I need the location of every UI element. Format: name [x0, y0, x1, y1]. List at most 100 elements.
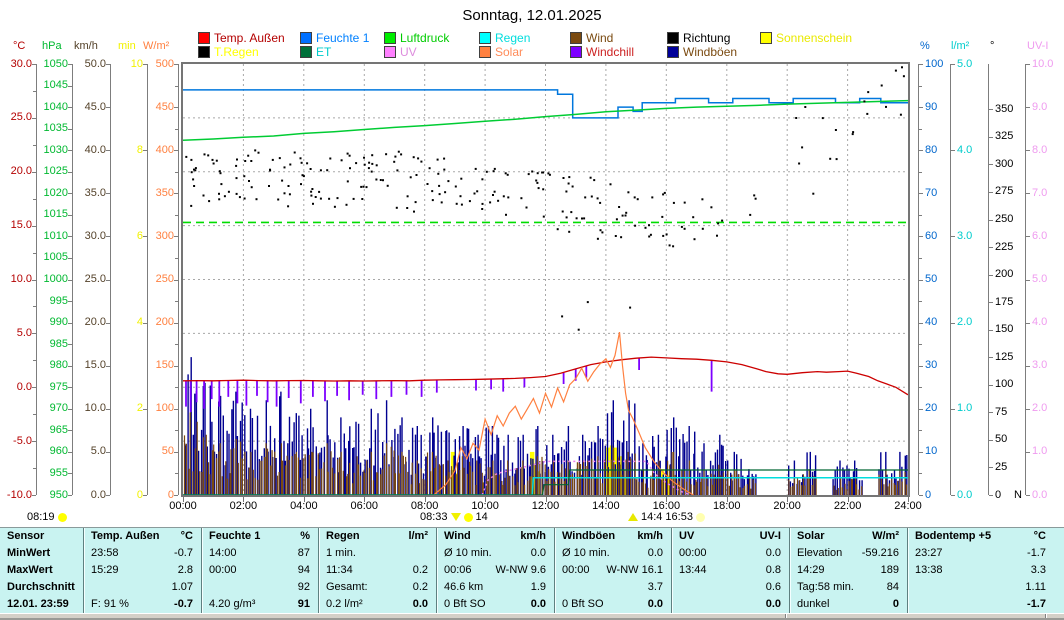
table-cell-value: W-NW 16.1: [606, 564, 663, 576]
legend-label: Feuchte 1: [316, 31, 370, 45]
table-row-label: 12.01. 23:59: [0, 596, 83, 613]
axis-tick: [32, 495, 36, 496]
table-cell-label: dunkel: [797, 598, 830, 610]
axis-line: [1025, 64, 1026, 495]
axis-tick: [1026, 495, 1030, 496]
legend-color-box: [479, 46, 491, 58]
axis-tick-label: 250: [155, 273, 174, 285]
table-cell-value: 92: [297, 581, 310, 593]
table-column-unit: l/m²: [408, 530, 428, 542]
table-row: 3.7: [555, 579, 671, 596]
chart-plot-area[interactable]: [183, 64, 908, 495]
table-cell-label: 00:00: [209, 564, 237, 576]
table-header-row: Bodentemp +5 °C: [908, 528, 1054, 545]
axis-tick-label: 1.0: [957, 402, 973, 415]
axis-north-label: N: [1014, 488, 1022, 501]
axis-tick: [68, 365, 72, 367]
x-axis-tick: [726, 497, 728, 502]
table-cell-value: [356, 545, 436, 562]
axis-tick-label: 1025: [43, 165, 68, 178]
table-cell-value: 91: [297, 598, 310, 610]
table-column-unit: km/h: [520, 530, 546, 542]
table-cell-label: [908, 579, 915, 596]
axis-tick: [68, 301, 72, 303]
table-row: Elevation -59.216: [790, 545, 907, 562]
status-bar-separator: [1045, 614, 1047, 620]
axis-tick-label: 1010: [43, 229, 68, 242]
axis-tick: [68, 236, 72, 238]
axis-tick-label: 100: [925, 57, 944, 70]
axis-tick-label: 15.0: [84, 359, 106, 372]
axis-tick-label: 25: [995, 460, 1008, 473]
table-row: dunkel 0: [790, 596, 907, 613]
axis-tick: [919, 64, 923, 65]
table-row: 00:00 94: [202, 562, 318, 579]
legend-color-box: [479, 32, 491, 44]
axis-tick: [989, 274, 993, 276]
axis-line: [36, 64, 37, 495]
table-cell-value: 1.9: [530, 581, 546, 593]
axis-tick: [68, 495, 72, 496]
x-axis-label: 08:00: [410, 500, 439, 512]
mid-extra: 14: [475, 511, 488, 523]
axis-tick-label: 5.0: [957, 57, 973, 70]
axis-tick: [32, 387, 36, 389]
axis-tick: [951, 322, 955, 324]
axis-tick-label: 8: [136, 143, 143, 156]
table-column-unit: km/h: [637, 530, 663, 542]
axis-tick: [919, 408, 923, 410]
axis-tick: [32, 171, 36, 173]
legend-item-richtung: Richtung: [667, 31, 730, 45]
axis-tick: [68, 128, 72, 130]
table-cell-value: 94: [297, 564, 310, 576]
status-bar-separator: [785, 614, 787, 620]
axis-tick: [919, 322, 923, 324]
axis-tick: [143, 150, 147, 152]
sun-icon: [463, 512, 473, 522]
table-cell-label: 0.2 l/m²: [326, 598, 363, 610]
table-column-temp-au-en: Temp. Außen °C 23:58 -0.7 15:29 2.8 1.07 F: …: [84, 528, 202, 613]
axis-tick-label: 45.0: [84, 100, 106, 113]
table-row: 15:29 2.8: [84, 562, 201, 579]
sunset-annotation: 14:4 16:53: [628, 511, 705, 523]
x-axis-label: 22:00: [833, 500, 862, 512]
table-header-row: Wind km/h: [437, 528, 554, 545]
table-cell-label: 13:38: [915, 564, 943, 576]
sun-pale-icon: [695, 512, 705, 522]
table-cell-value: -0.7: [174, 598, 193, 610]
axis-tick: [989, 439, 993, 441]
axis-tick: [174, 365, 178, 367]
axis-tick: [951, 150, 955, 152]
table-column-windb-en: Windböen km/h Ø 10 min. 0.0 00:00 W-NW 16.1…: [555, 528, 672, 613]
table-column-name: UV: [679, 530, 695, 542]
table-row-label: Sensor: [0, 528, 83, 545]
axis-tick: [919, 495, 923, 496]
axis-tick: [989, 357, 993, 359]
table-cell-label: [202, 579, 209, 596]
axis-minor-tick: [919, 171, 922, 173]
axis-tick-label: 0.0: [16, 380, 32, 393]
axis-tick-label: 985: [49, 337, 68, 350]
table-cell-value: -0.7: [174, 547, 193, 559]
x-axis-tick: [364, 497, 366, 502]
axis-tick-label: 6: [136, 229, 143, 242]
table-row: 4.20 g/m³ 91: [202, 596, 318, 613]
moon-time: 14:4: [641, 511, 663, 523]
legend-color-box: [300, 46, 312, 58]
arrow-down-icon: [450, 513, 461, 521]
axis-tick-label: 50.0: [84, 57, 106, 70]
axis-tick: [1026, 107, 1030, 109]
axis-tick: [68, 387, 72, 389]
table-cell-value: 1.11: [1025, 581, 1046, 593]
axis-tick: [951, 495, 955, 496]
axis-tick: [68, 214, 72, 216]
table-row: 14:29 189: [790, 562, 907, 579]
axis-tick: [919, 236, 923, 238]
table-column-name: Windböen: [562, 530, 616, 542]
axis-tick: [143, 64, 147, 65]
axis-tick-label: 5.0: [1032, 273, 1048, 285]
axis-tick-label: 965: [49, 423, 68, 436]
legend-item-sonnenschein: Sonnenschein: [760, 31, 852, 45]
axis-tick-label: 15.0: [10, 219, 32, 232]
axis-tick-label: 10.0: [10, 273, 32, 285]
